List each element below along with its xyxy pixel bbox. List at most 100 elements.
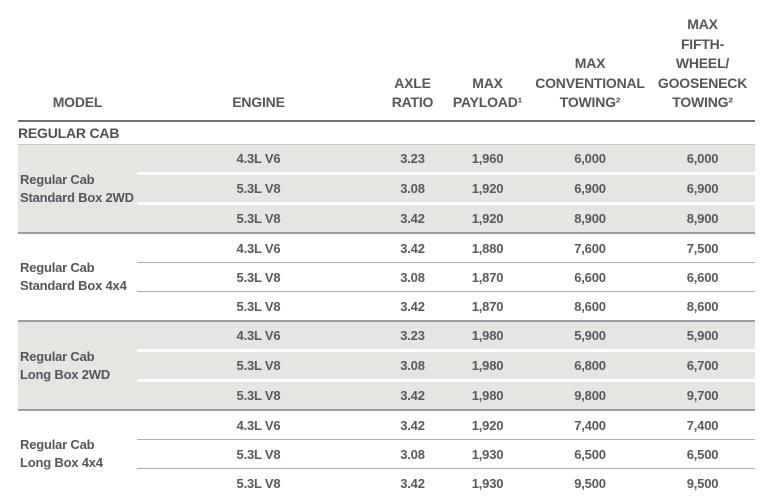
model-name-line1: Regular Cab	[20, 348, 95, 364]
spec-row: 5.3L V8 3.08 1,980 6,800 6,700	[137, 349, 755, 379]
spec-row: 4.3L V6 3.23 1,960 6,000 6,000	[137, 145, 755, 172]
spec-rows: 4.3L V6 3.23 1,980 5,900 5,900 5.3L V8 3…	[137, 322, 755, 409]
cell-max-gooseneck-towing: 8,600	[686, 298, 719, 314]
model-name-line1: Regular Cab	[20, 171, 95, 187]
cell-max-payload: 1,980	[471, 388, 504, 403]
cell-engine: 4.3L V6	[236, 240, 281, 256]
column-header-max-conventional-towing: MAX CONVENTIONAL TOWING²	[535, 55, 645, 111]
cell-engine: 5.3L V8	[236, 358, 281, 373]
model-name-line2: Standard Box 2WD	[20, 189, 134, 205]
cell-engine: 4.3L V6	[236, 417, 281, 433]
cell-engine: 4.3L V6	[236, 328, 281, 343]
cell-max-gooseneck-towing: 6,700	[686, 358, 719, 373]
model-name: Regular Cab Standard Box 2WD	[18, 145, 137, 232]
model-group-standard-box-2wd: Regular Cab Standard Box 2WD 4.3L V6 3.2…	[18, 145, 755, 232]
cell-max-conventional-towing: 8,900	[574, 211, 606, 226]
cell-max-conventional-towing: 5,900	[574, 328, 606, 343]
cell-engine: 5.3L V8	[236, 475, 281, 491]
model-group-standard-box-4x4: Regular Cab Standard Box 4x4 4.3L V6 3.4…	[18, 232, 755, 320]
column-header-axle-ratio: AXLE RATIO	[391, 74, 434, 111]
spec-rows: 4.3L V6 3.42 1,920 7,400 7,400 5.3L V8 3…	[137, 411, 755, 497]
cell-max-conventional-towing: 6,600	[574, 269, 606, 285]
cell-max-conventional-towing: 6,800	[574, 358, 606, 373]
column-header-max-fifth-wheel-gooseneck-towing: MAX FIFTH- WHEEL/ GOOSENECK TOWING²	[657, 16, 748, 111]
cell-max-payload: 1,870	[471, 298, 504, 314]
spec-row: 4.3L V6 3.42 1,880 7,600 7,500	[137, 234, 755, 262]
spec-rows: 4.3L V6 3.42 1,880 7,600 7,500 5.3L V8 3…	[137, 234, 755, 320]
cell-max-conventional-towing: 9,500	[574, 475, 606, 491]
cell-max-payload: 1,980	[471, 328, 504, 343]
column-header-max-payload: MAX PAYLOAD¹	[452, 74, 523, 111]
cell-engine: 5.3L V8	[236, 298, 281, 314]
cell-max-payload: 1,930	[471, 446, 504, 462]
model-name-line2: Standard Box 4x4	[20, 278, 127, 293]
column-header-model: MODEL	[52, 94, 103, 111]
cell-max-gooseneck-towing: 6,600	[686, 269, 719, 285]
cell-engine: 4.3L V6	[236, 151, 281, 166]
cell-max-gooseneck-towing: 9,700	[686, 388, 719, 403]
cell-axle-ratio: 3.42	[400, 240, 425, 256]
cell-axle-ratio: 3.23	[400, 151, 425, 166]
cell-max-payload: 1,880	[471, 240, 504, 256]
model-name-line1: Regular Cab	[20, 260, 95, 276]
spec-row: 5.3L V8 3.42 1,980 9,800 9,700	[137, 379, 755, 409]
spec-rows: 4.3L V6 3.23 1,960 6,000 6,000 5.3L V8 3…	[137, 145, 755, 232]
cell-engine: 5.3L V8	[236, 269, 281, 285]
cell-max-payload: 1,920	[471, 417, 504, 433]
spec-row: 5.3L V8 3.08 1,920 6,900 6,900	[137, 172, 755, 202]
cell-axle-ratio: 3.23	[400, 328, 425, 343]
cell-max-payload: 1,920	[471, 181, 504, 196]
model-name: Regular Cab Long Box 2WD	[18, 322, 137, 409]
model-group-long-box-4x4: Regular Cab Long Box 4x4 4.3L V6 3.42 1,…	[18, 409, 755, 497]
model-name-line2: Long Box 2WD	[20, 366, 111, 382]
cell-max-conventional-towing: 7,400	[574, 417, 606, 433]
table-header-row: MODEL ENGINE AXLE RATIO MAX PAYLOAD¹ MAX…	[18, 0, 755, 122]
cell-max-gooseneck-towing: 7,400	[686, 417, 719, 433]
cell-max-payload: 1,980	[471, 358, 504, 373]
cell-max-conventional-towing: 6,000	[574, 151, 606, 166]
cell-max-gooseneck-towing: 6,500	[686, 446, 719, 462]
towing-spec-table: MODEL ENGINE AXLE RATIO MAX PAYLOAD¹ MAX…	[18, 0, 755, 497]
cell-engine: 5.3L V8	[236, 181, 281, 196]
spec-row: 5.3L V8 3.42 1,920 8,900 8,900	[137, 202, 755, 232]
spec-row: 5.3L V8 3.08 1,870 6,600 6,600	[137, 262, 755, 291]
cell-engine: 5.3L V8	[236, 446, 281, 462]
cell-max-payload: 1,930	[471, 475, 504, 491]
cell-max-conventional-towing: 7,600	[574, 240, 606, 256]
cell-axle-ratio: 3.42	[400, 388, 425, 403]
cell-axle-ratio: 3.42	[400, 298, 425, 314]
model-name: Regular Cab Long Box 4x4	[18, 411, 137, 497]
cell-max-conventional-towing: 6,900	[574, 181, 606, 196]
cell-max-payload: 1,870	[471, 269, 504, 285]
model-group-long-box-2wd: Regular Cab Long Box 2WD 4.3L V6 3.23 1,…	[18, 320, 755, 409]
cell-max-conventional-towing: 9,800	[574, 388, 606, 403]
spec-row: 4.3L V6 3.42 1,920 7,400 7,400	[137, 411, 755, 439]
column-header-engine: ENGINE	[232, 94, 285, 111]
cell-max-payload: 1,920	[471, 211, 504, 226]
cell-engine: 5.3L V8	[236, 388, 281, 403]
cell-axle-ratio: 3.08	[400, 181, 425, 196]
spec-row: 5.3L V8 3.42 1,930 9,500 9,500	[137, 468, 755, 497]
spec-row: 5.3L V8 3.42 1,870 8,600 8,600	[137, 291, 755, 320]
spec-row: 4.3L V6 3.23 1,980 5,900 5,900	[137, 322, 755, 349]
cell-max-payload: 1,960	[471, 151, 504, 166]
cell-axle-ratio: 3.42	[400, 417, 425, 433]
cell-axle-ratio: 3.42	[400, 211, 425, 226]
spec-row: 5.3L V8 3.08 1,930 6,500 6,500	[137, 439, 755, 468]
model-name: Regular Cab Standard Box 4x4	[18, 234, 137, 320]
cell-max-gooseneck-towing: 6,900	[686, 181, 719, 196]
model-name-line2: Long Box 4x4	[20, 455, 103, 470]
cell-max-conventional-towing: 6,500	[574, 446, 606, 462]
cell-max-gooseneck-towing: 6,000	[686, 151, 719, 166]
cell-max-gooseneck-towing: 5,900	[686, 328, 719, 343]
cell-max-conventional-towing: 8,600	[574, 298, 606, 314]
cell-max-gooseneck-towing: 8,900	[686, 211, 719, 226]
section-title: REGULAR CAB	[18, 125, 120, 141]
cell-axle-ratio: 3.08	[400, 269, 425, 285]
cell-engine: 5.3L V8	[236, 211, 281, 226]
model-name-line1: Regular Cab	[20, 437, 95, 453]
cell-max-gooseneck-towing: 9,500	[686, 475, 719, 491]
cell-axle-ratio: 3.08	[400, 446, 425, 462]
cell-axle-ratio: 3.42	[400, 475, 425, 491]
